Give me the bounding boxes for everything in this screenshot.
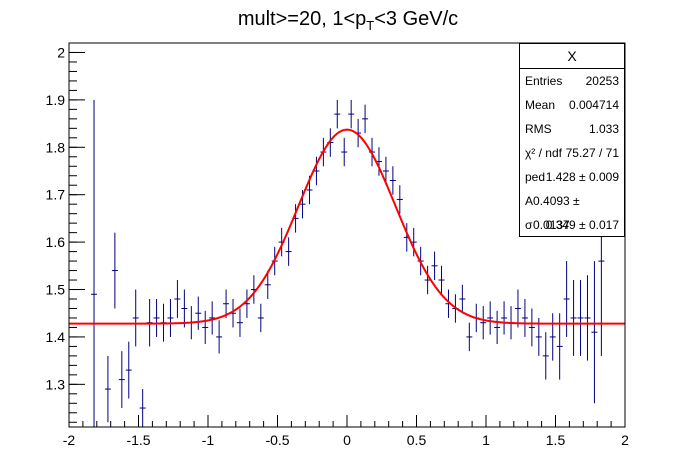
chart-title: mult>=20, 1<pT<3 GeV/c bbox=[0, 8, 696, 33]
x-tick-label: -1.5 bbox=[126, 432, 150, 448]
stats-row-value: 0.004714 bbox=[568, 98, 619, 112]
y-tick-label: 1.9 bbox=[46, 92, 66, 108]
stats-row: Entries 20253 bbox=[520, 69, 624, 93]
x-tick-label: -1 bbox=[202, 432, 215, 448]
stats-row: A 0.4093 ± 0.0137 bbox=[520, 189, 624, 232]
x-tick-label: 0 bbox=[343, 432, 351, 448]
y-tick-label: 1.4 bbox=[46, 329, 66, 345]
chart-title-subscript: T bbox=[366, 18, 375, 33]
fit-curve bbox=[69, 128, 625, 325]
stats-row: χ² / ndf 75.27 / 71 bbox=[520, 141, 624, 165]
axis-tick-labels: -2 -1.5 -1 -0.5 0 0.5 1 1.5 2 1.3 1.4 1.5 1.6 1.7 1.8 1… bbox=[46, 44, 630, 448]
stats-row-label: Entries bbox=[525, 74, 563, 88]
y-tick-label: 1.5 bbox=[46, 282, 66, 298]
stats-row: RMS 1.033 bbox=[520, 117, 624, 141]
stats-row: σ 0.349 ± 0.017 bbox=[520, 213, 624, 237]
y-tick-label: 1.3 bbox=[46, 376, 66, 392]
stats-row-value: 0.4093 ± 0.0137 bbox=[533, 194, 580, 232]
plot-frame bbox=[68, 42, 626, 428]
x-tick-label: -2 bbox=[63, 432, 76, 448]
stats-row-value: 20253 bbox=[585, 74, 619, 88]
stats-title: X bbox=[520, 44, 624, 69]
x-tick-label: 1.5 bbox=[546, 432, 566, 448]
x-tick-label: 2 bbox=[621, 432, 629, 448]
stats-box: X Entries 20253 Mean 0.004714 RMS 1.033 χ² / n… bbox=[519, 43, 625, 237]
stats-row-label: ped bbox=[525, 170, 546, 184]
y-tick-label: 1.7 bbox=[46, 187, 66, 203]
x-tick-label: 1 bbox=[482, 432, 490, 448]
stats-row: Mean 0.004714 bbox=[520, 93, 624, 117]
y-tick-label: 1.6 bbox=[46, 234, 66, 250]
chart-title-rest: <3 GeV/c bbox=[374, 8, 459, 30]
stats-row-label: RMS bbox=[525, 122, 552, 136]
stats-row-label: A bbox=[525, 194, 534, 208]
stats-row-value: 1.428 ± 0.009 bbox=[545, 170, 619, 184]
stats-row-label: χ² / ndf bbox=[525, 146, 562, 160]
stats-row-value: 1.033 bbox=[588, 122, 619, 136]
stats-row-value: 0.349 ± 0.017 bbox=[545, 218, 619, 232]
stats-row-value: 75.27 / 71 bbox=[565, 146, 619, 160]
x-tick-label: -0.5 bbox=[265, 432, 289, 448]
stats-row-label: Mean bbox=[525, 98, 556, 112]
stats-row: ped 1.428 ± 0.009 bbox=[520, 165, 624, 189]
x-tick-label: 0.5 bbox=[407, 432, 427, 448]
stats-row-label: σ bbox=[525, 218, 533, 232]
y-tick-label: 2 bbox=[57, 44, 65, 60]
stats-rows: Entries 20253 Mean 0.004714 RMS 1.033 χ² / ndf… bbox=[520, 69, 624, 237]
chart-title-main: mult>=20, 1<p bbox=[237, 8, 367, 30]
y-tick-label: 1.8 bbox=[46, 139, 66, 155]
